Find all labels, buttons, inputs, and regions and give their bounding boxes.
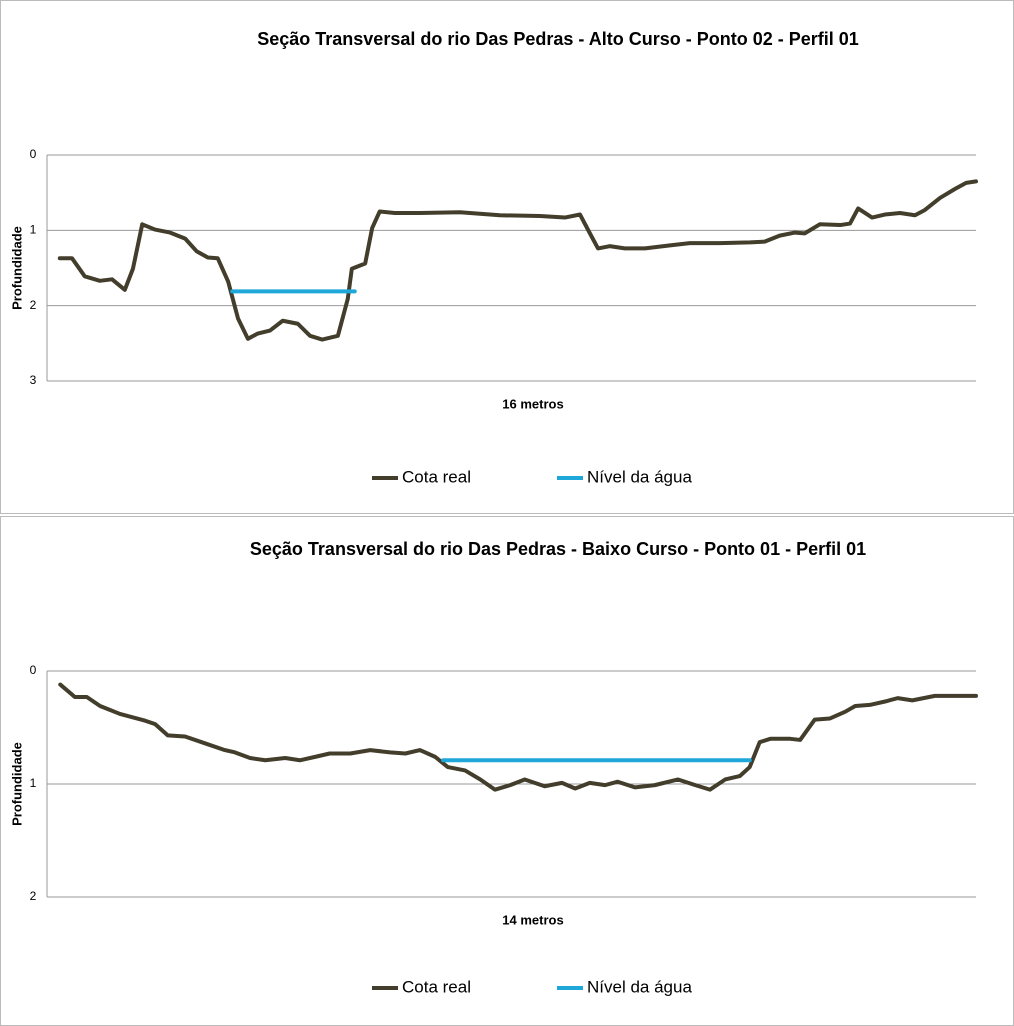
y-tick-label: 2 bbox=[30, 298, 37, 312]
data-line bbox=[58, 682, 978, 792]
y-tick-label: 1 bbox=[30, 776, 37, 790]
legend-label: Nível da água bbox=[587, 467, 692, 486]
legend-label: Nível da água bbox=[587, 977, 692, 996]
legend-label: Cota real bbox=[402, 977, 471, 996]
chart: Seção Transversal do rio Das Pedras - Al… bbox=[0, 0, 1014, 514]
y-tick-label: 1 bbox=[30, 223, 37, 237]
chart-title: Seção Transversal do rio Das Pedras - Ba… bbox=[250, 539, 866, 559]
data-line bbox=[57, 179, 978, 342]
y-tick-label: 3 bbox=[30, 373, 37, 387]
x-axis-title: 14 metros bbox=[502, 912, 563, 927]
chart-border bbox=[0, 0, 1014, 514]
legend-label: Cota real bbox=[402, 467, 471, 486]
y-tick-label: 0 bbox=[30, 663, 37, 677]
chart-border bbox=[0, 516, 1014, 1026]
y-tick-label: 2 bbox=[30, 889, 37, 903]
chart: Seção Transversal do rio Das Pedras - Ba… bbox=[0, 516, 1014, 1026]
y-tick-label: 0 bbox=[30, 147, 37, 161]
y-axis-title: Profundidade bbox=[9, 742, 24, 826]
chart-title: Seção Transversal do rio Das Pedras - Al… bbox=[257, 29, 859, 49]
x-axis-title: 16 metros bbox=[502, 396, 563, 411]
y-axis-title: Profundidade bbox=[9, 226, 24, 310]
